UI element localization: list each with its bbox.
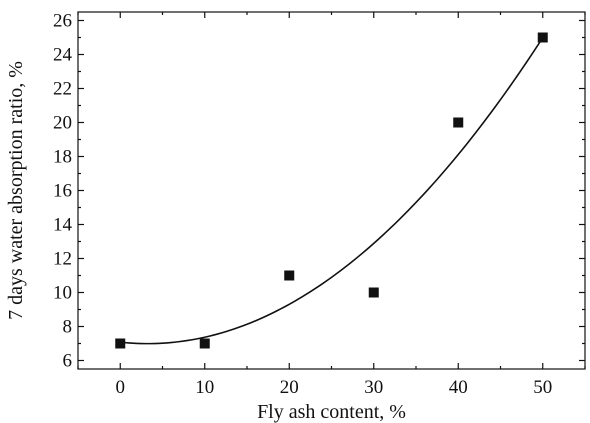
data-point: [537, 32, 548, 43]
data-point: [199, 338, 210, 349]
y-tick-label: 24: [53, 45, 73, 66]
y-tick-label: 14: [53, 215, 73, 236]
y-axis-ticks: 6 8 10 12 14 16 18 20 22 24 26: [53, 11, 585, 372]
y-tick-label: 10: [53, 283, 72, 304]
y-tick-label: 26: [53, 11, 72, 32]
y-tick-label: 12: [53, 249, 72, 270]
y-tick-label: 18: [53, 147, 72, 168]
y-tick-label: 8: [63, 317, 73, 338]
data-point: [453, 117, 464, 128]
x-tick-label: 30: [364, 377, 383, 398]
x-tick-label: 40: [449, 377, 468, 398]
x-tick-label: 10: [195, 377, 214, 398]
y-tick-label: 22: [53, 79, 72, 100]
y-tick-label: 20: [53, 113, 72, 134]
x-tick-label: 50: [533, 377, 552, 398]
y-tick-label: 6: [63, 351, 73, 372]
data-point: [115, 338, 126, 349]
y-axis-title: 7 days water absorption ratio, %: [5, 61, 27, 320]
plot-border: [77, 11, 586, 370]
x-axis-ticks: 0 10 20 30 40 50: [77, 12, 586, 398]
x-tick-label: 20: [280, 377, 299, 398]
x-axis-title: Fly ash content, %: [257, 401, 406, 423]
x-tick-label: 0: [116, 377, 126, 398]
fit-curve-layer: [120, 37, 544, 345]
data-points: [115, 32, 548, 349]
y-tick-label: 16: [53, 181, 72, 202]
plot-frame: [77, 11, 586, 370]
fit-curve: [120, 37, 544, 345]
data-point: [368, 287, 379, 298]
data-point: [284, 270, 295, 281]
